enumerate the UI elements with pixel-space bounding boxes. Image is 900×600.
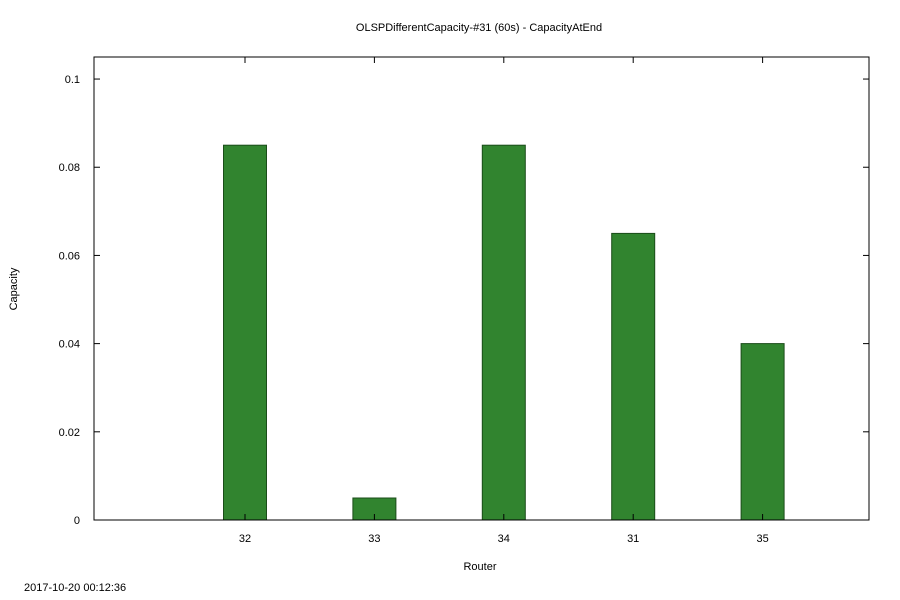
chart-title: OLSPDifferentCapacity-#31 (60s) - Capaci… — [356, 22, 602, 34]
y-axis-label: Capacity — [8, 267, 20, 310]
y-tick-label: 0.02 — [59, 427, 80, 439]
y-tick-label: 0.08 — [59, 162, 80, 174]
x-tick-label: 34 — [498, 533, 510, 545]
x-tick-label: 31 — [627, 533, 639, 545]
bar-31 — [611, 232, 656, 521]
y-tick-label: 0.04 — [59, 339, 80, 351]
x-tick-label: 35 — [756, 533, 768, 545]
x-axis-label: Router — [463, 561, 496, 573]
plot-frame — [93, 56, 870, 521]
bar-35 — [740, 343, 785, 521]
x-tick-label: 32 — [239, 533, 251, 545]
y-tick-label: 0.1 — [65, 74, 80, 86]
plot-area: 0 0.02 0.04 0.06 0.08 0.1 32 33 34 31 35 — [59, 56, 870, 545]
bar-34 — [481, 144, 526, 521]
y-tick-label: 0.06 — [59, 250, 80, 262]
footer-timestamp: 2017-10-20 00:12:36 — [24, 582, 127, 594]
x-tick-label: 33 — [368, 533, 380, 545]
y-tick-label: 0 — [74, 515, 80, 527]
bar-32 — [223, 144, 267, 521]
